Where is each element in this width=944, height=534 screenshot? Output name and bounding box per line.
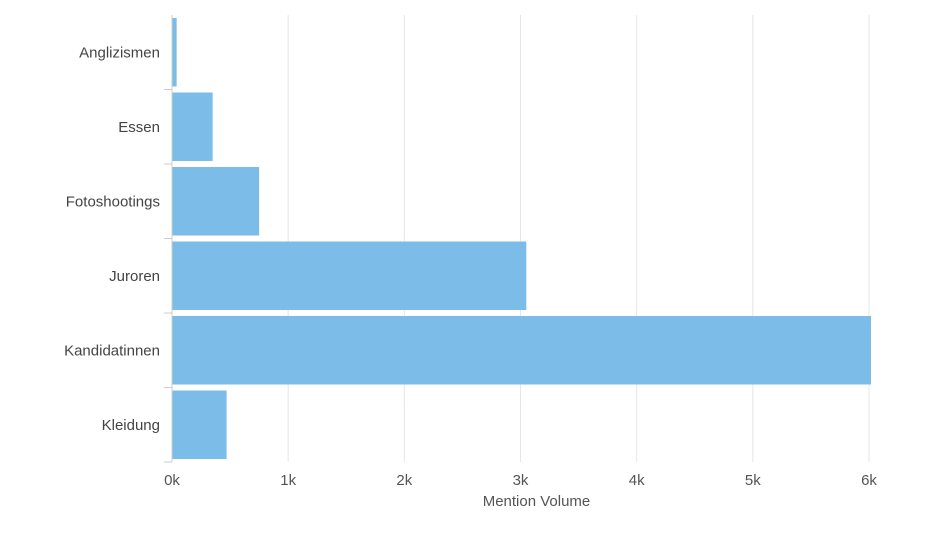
- grid-layer: [287, 15, 870, 462]
- x-tick-label: 6k: [861, 472, 877, 489]
- category-label: Kandidatinnen: [64, 342, 160, 359]
- category-label: Anglizismen: [79, 44, 160, 61]
- bar: [172, 18, 177, 87]
- category-label: Kleidung: [102, 417, 160, 434]
- x-axis-title: Mention Volume: [483, 493, 591, 510]
- x-tick-label: 0k: [164, 472, 180, 489]
- bar: [172, 167, 260, 236]
- bar-layer: [172, 18, 871, 459]
- x-tick-label: 4k: [629, 472, 645, 489]
- bar: [172, 390, 227, 459]
- x-tick-label: 2k: [396, 472, 412, 489]
- category-label: Fotoshootings: [66, 193, 160, 210]
- bar: [172, 92, 213, 161]
- x-tick-label: 1k: [280, 472, 296, 489]
- axis-layer: [164, 15, 173, 463]
- label-layer: 0k 1k 2k 3k 4k 5k 6k Anglizismen Essen Fotoshooti…: [64, 44, 877, 489]
- x-tick-label: 3k: [513, 472, 529, 489]
- category-label: Juroren: [109, 268, 160, 285]
- bar: [172, 316, 871, 385]
- category-label: Essen: [118, 119, 160, 136]
- bar: [172, 241, 527, 310]
- x-tick-label: 5k: [745, 472, 761, 489]
